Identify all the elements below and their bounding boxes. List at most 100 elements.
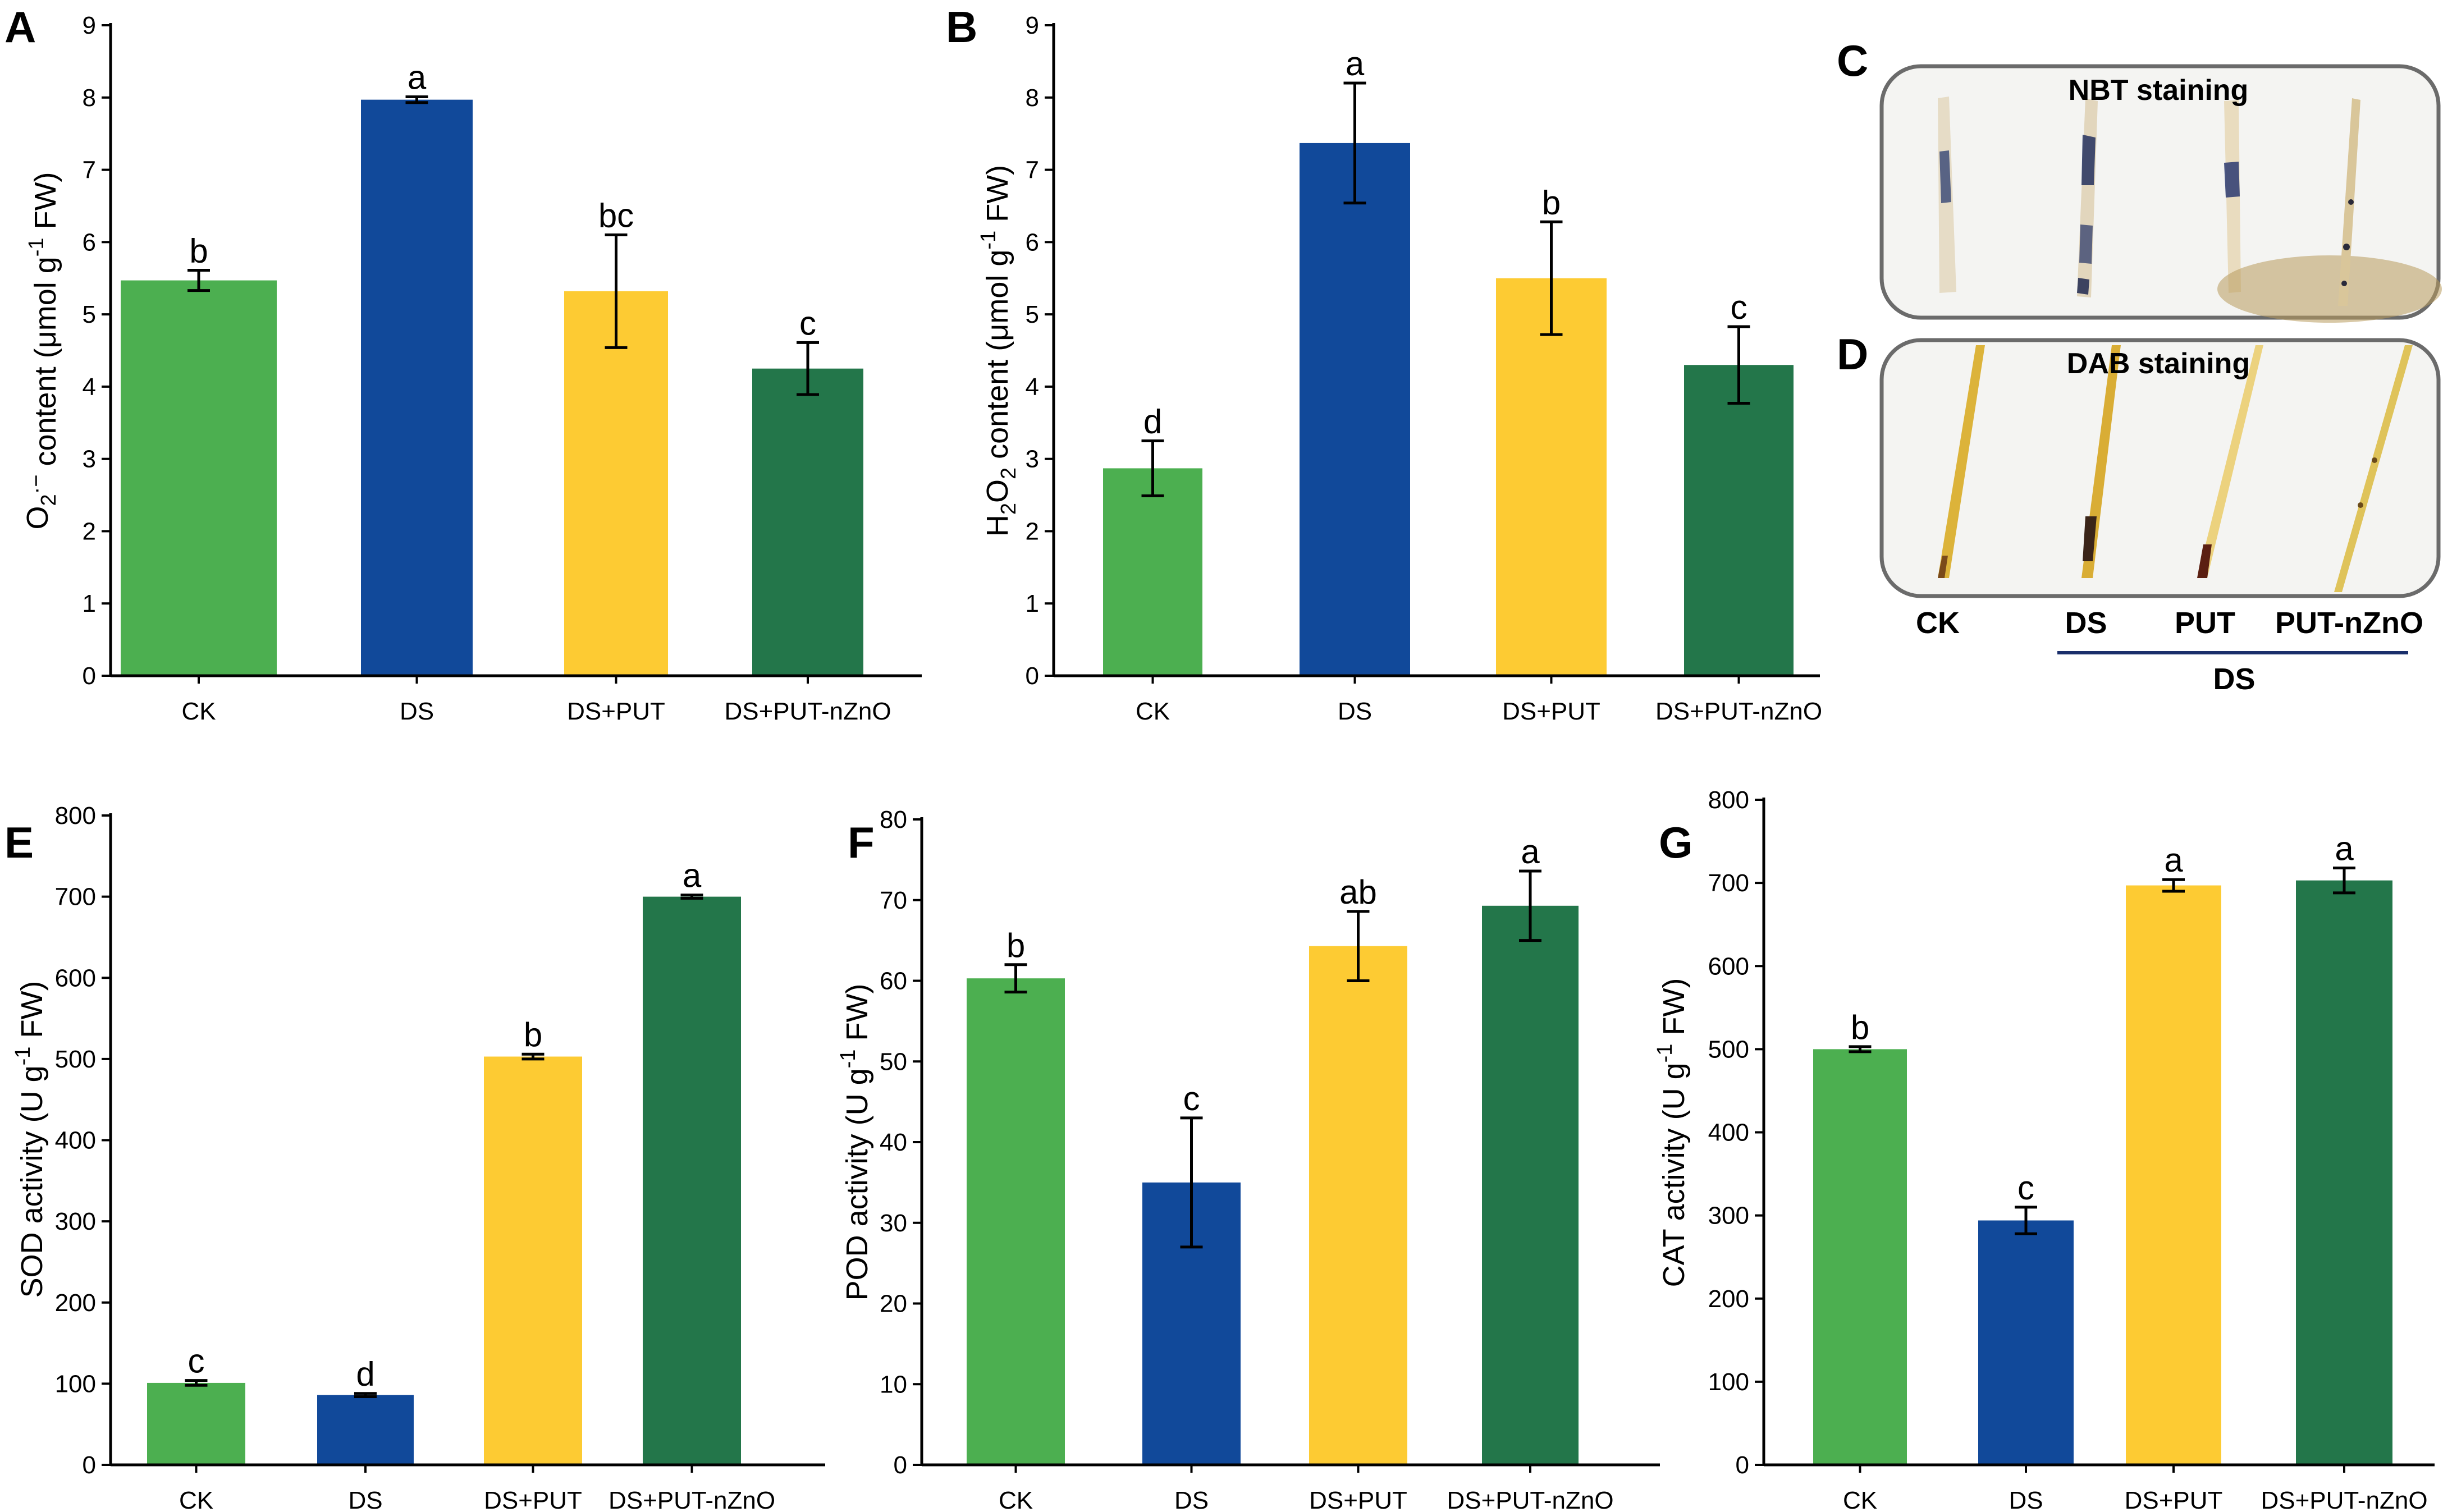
category-label-b-3: DS+PUT: [1502, 698, 1600, 725]
y-tick-label-g-5: 500: [1708, 1036, 1749, 1063]
panel-letter-e: E: [4, 818, 34, 867]
bar-e-3: [484, 1056, 582, 1465]
y-tick-label-b-7: 7: [1026, 157, 1039, 184]
dab-staining-title: DAB staining: [2067, 347, 2250, 380]
y-axis-label-part-a-5: FW): [29, 172, 62, 237]
y-axis-label-part-f-2: FW): [840, 984, 874, 1050]
category-label-e-3: DS+PUT: [484, 1487, 582, 1512]
y-tick-label-b-8: 8: [1026, 84, 1039, 112]
significance-letter-b-2: a: [1346, 45, 1365, 83]
significance-letter-e-2: d: [356, 1355, 374, 1393]
y-tick-label-g-0: 0: [1736, 1451, 1749, 1479]
y-axis-label-part-a-1: 2: [37, 494, 61, 506]
y-axis-label-part-b-6: FW): [981, 165, 1014, 231]
panel-letter-d: D: [1837, 329, 1868, 379]
y-tick-label-b-5: 5: [1026, 301, 1039, 328]
bar-a-3: [564, 291, 668, 676]
y-tick-label-e-7: 700: [55, 883, 96, 911]
y-axis-label-g: CAT activity (U g-1 FW): [1653, 978, 1691, 1288]
bar-g-3: [2126, 885, 2221, 1465]
significance-letter-g-3: a: [2164, 841, 2183, 879]
panel-letter-g: G: [1659, 818, 1693, 867]
y-axis-label-b: H2O2 content (μmol g-1 FW): [977, 165, 1021, 537]
significance-letter-e-4: a: [683, 857, 702, 895]
bar-b-1: [1103, 468, 1202, 676]
bar-a-2: [361, 99, 473, 676]
bar-b-2: [1300, 143, 1410, 676]
y-tick-label-g-8: 800: [1708, 786, 1749, 814]
bar-f-1: [967, 978, 1065, 1465]
y-axis-label-part-f-1: -1: [836, 1050, 860, 1069]
significance-letter-g-2: c: [2017, 1169, 2034, 1207]
category-label-b-2: DS: [1338, 698, 1372, 725]
y-tick-label-f-2: 20: [880, 1290, 907, 1318]
significance-letter-f-4: a: [1521, 833, 1540, 870]
y-axis-label-part-g-0: CAT activity (U g: [1657, 1062, 1691, 1287]
y-axis-label-part-a-2: ·−: [25, 475, 48, 494]
bar-e-1: [147, 1382, 245, 1465]
bar-e-4: [643, 896, 741, 1465]
y-tick-label-g-6: 600: [1708, 952, 1749, 980]
y-axis-label-part-b-3: 2: [997, 468, 1021, 479]
bar-g-4: [2296, 880, 2392, 1465]
y-tick-label-e-0: 0: [83, 1451, 96, 1479]
significance-letter-b-3: b: [1542, 184, 1561, 221]
y-tick-label-g-7: 700: [1708, 869, 1749, 897]
category-label-e-1: CK: [179, 1487, 213, 1512]
dab-leaf-photo: [1938, 345, 2413, 592]
y-tick-label-e-8: 800: [55, 802, 96, 830]
nbt-staining-title: NBT staining: [2069, 74, 2249, 107]
category-label-g-3: DS+PUT: [2125, 1487, 2223, 1512]
y-tick-label-a-2: 2: [83, 517, 96, 545]
category-label-f-1: CK: [999, 1487, 1033, 1512]
category-label-a-2: DS: [400, 698, 434, 725]
significance-letter-e-1: c: [188, 1343, 205, 1380]
photo-panel-c: C NBT staining: [1837, 36, 2442, 323]
y-axis-label-part-f-0: POD activity (U g: [840, 1068, 874, 1300]
y-tick-label-g-4: 400: [1708, 1119, 1749, 1147]
y-tick-label-b-9: 9: [1026, 12, 1039, 39]
significance-letter-f-3: ab: [1339, 873, 1377, 911]
significance-letter-f-1: b: [1007, 927, 1025, 964]
significance-letter-b-4: c: [1731, 288, 1747, 326]
y-axis-label-part-b-0: H: [981, 515, 1014, 537]
category-label-g-2: DS: [2009, 1487, 2043, 1512]
category-label-f-3: DS+PUT: [1309, 1487, 1407, 1512]
category-label-b-1: CK: [1136, 698, 1170, 725]
y-tick-label-a-4: 4: [83, 373, 96, 401]
y-tick-label-a-5: 5: [83, 301, 96, 328]
y-axis-label-part-b-5: -1: [977, 231, 1000, 250]
bar-b-3: [1496, 278, 1607, 676]
photo-label-ds: DS: [2065, 606, 2107, 640]
significance-letter-a-4: c: [799, 304, 816, 342]
y-tick-label-e-1: 100: [55, 1370, 96, 1398]
ds-group-label: DS: [2213, 662, 2255, 696]
category-label-e-2: DS: [348, 1487, 382, 1512]
photo-label-ck: CK: [1916, 606, 1960, 640]
category-label-f-4: DS+PUT-nZnO: [1447, 1487, 1613, 1512]
y-axis-label-part-g-1: -1: [1653, 1044, 1677, 1063]
y-tick-label-a-6: 6: [83, 228, 96, 256]
category-label-a-1: CK: [181, 698, 216, 725]
y-tick-label-b-4: 4: [1026, 373, 1039, 401]
y-tick-label-g-3: 300: [1708, 1202, 1749, 1230]
bar-f-3: [1309, 946, 1407, 1465]
category-label-b-4: DS+PUT-nZnO: [1655, 698, 1822, 725]
bar-b-4: [1684, 365, 1794, 676]
y-axis-label-e: SOD activity (U g-1 FW): [11, 981, 49, 1298]
dab-photo-frame: [1879, 338, 2441, 598]
bar-g-1: [1813, 1049, 1907, 1465]
category-label-f-2: DS: [1174, 1487, 1209, 1512]
y-tick-label-e-6: 600: [55, 964, 96, 992]
significance-letter-g-4: a: [2335, 830, 2354, 867]
y-tick-label-b-3: 3: [1026, 446, 1039, 473]
charts-layer: AbCKaDSbcDS+PUTcDS+PUT-nZnO0123456789O2·…: [4, 2, 2435, 1512]
y-tick-label-a-8: 8: [83, 84, 96, 112]
y-axis-label-a: O2·− content (μmol g-1 FW): [21, 172, 62, 529]
category-label-a-4: DS+PUT-nZnO: [724, 698, 891, 725]
y-tick-label-b-0: 0: [1026, 662, 1039, 690]
chart-e: Ec CK d DS b DS+PUT a DS+PUT-nZnO 0 100 200 300 400 5…: [4, 802, 825, 1512]
chart-f: Fb CK c DS ab DS+PUT a DS+PUT-nZnO 0 10 20 30 40 50 60…: [836, 806, 1660, 1512]
y-tick-label-g-2: 200: [1708, 1285, 1749, 1313]
